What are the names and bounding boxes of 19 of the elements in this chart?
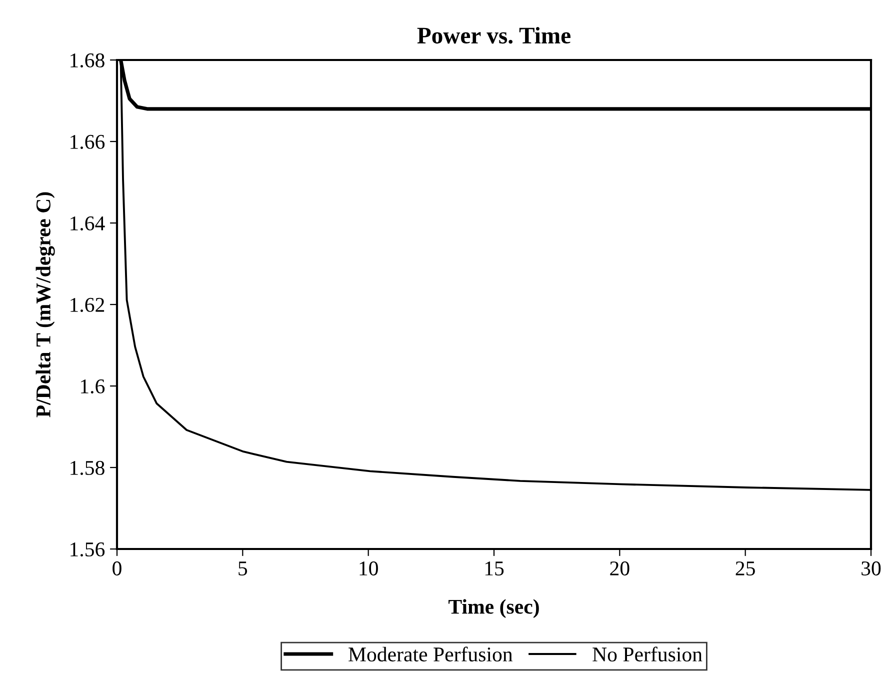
y-tick-label: 1.6	[80, 379, 105, 394]
x-tick-label: 20	[610, 561, 630, 576]
x-tick-label: 5	[238, 562, 248, 576]
x-tick-label: 15	[485, 562, 504, 576]
x-tick-label: 30	[862, 561, 881, 576]
y-tick-label: 1.56	[70, 542, 105, 557]
chart-title: Power vs. Time	[417, 26, 570, 44]
x-tick-label: 10	[360, 561, 378, 576]
legend-label: Moderate Perfusion	[348, 646, 513, 662]
legend-label: No Perfusion	[592, 646, 702, 662]
y-tick-label: 1.66	[70, 134, 105, 150]
x-tick-label: 0	[112, 561, 122, 576]
y-tick-label: 1.58	[70, 460, 104, 476]
y-tick-label: 1.68	[70, 53, 104, 68]
y-tick-label: 1.64	[70, 216, 105, 231]
y-tick-label: 1.62	[70, 298, 104, 312]
x-tick-label: 25	[736, 561, 755, 576]
y-axis-title: P/Delta T (mW/degree C)	[36, 192, 55, 418]
x-axis-title: Time (sec)	[448, 599, 539, 618]
